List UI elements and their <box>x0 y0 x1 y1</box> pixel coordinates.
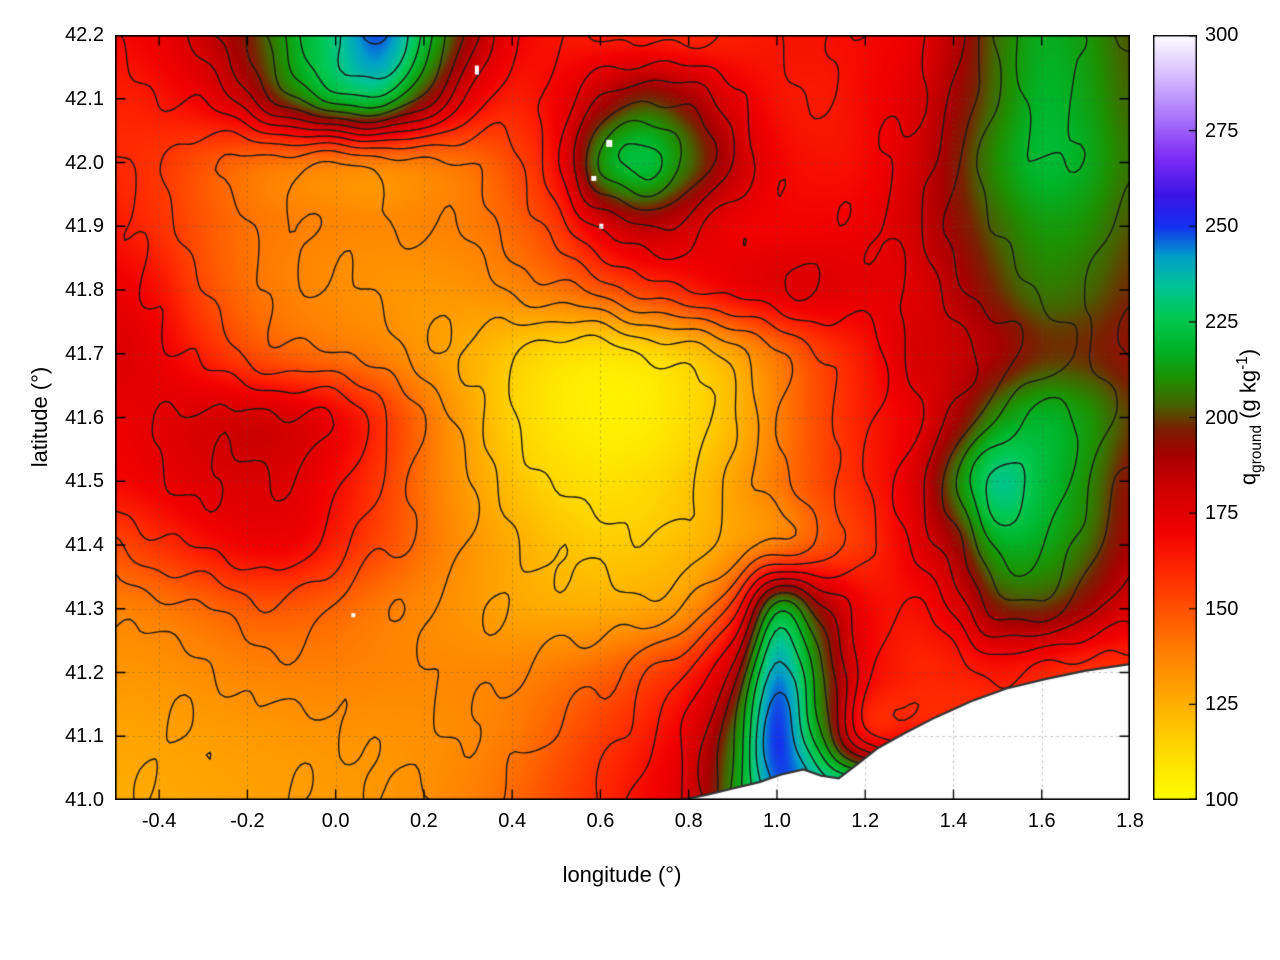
y-tick-label: 41.8 <box>65 279 104 301</box>
x-tick-label: 0.2 <box>410 810 438 832</box>
colorbar-tick-label: 250 <box>1205 215 1239 238</box>
x-tick-label: 1.6 <box>1027 810 1056 832</box>
y-tick-label: 42.0 <box>65 151 104 174</box>
y-tick-label: 41.2 <box>65 661 104 684</box>
y-tick-label: 41.0 <box>65 789 104 811</box>
x-tick-label: -0.4 <box>141 810 177 832</box>
x-tick-label: 1.4 <box>939 810 968 832</box>
x-axis-label: longitude (°) <box>562 862 682 887</box>
colorbar-tick-label: 125 <box>1205 693 1239 716</box>
colorbar-tick-label: 100 <box>1205 789 1239 811</box>
colorbar-tick-label: 225 <box>1205 310 1239 333</box>
y-tick-label: 41.9 <box>65 215 104 238</box>
x-tick-label: 1.0 <box>763 810 791 832</box>
y-tick-label: 41.1 <box>65 725 104 748</box>
colorbar-tick-label: 300 <box>1205 24 1239 46</box>
heatmap-canvas <box>115 35 1130 800</box>
colorbar-tick-label: 175 <box>1205 502 1239 525</box>
y-tick-label: 42.2 <box>65 24 104 46</box>
x-tick-label: 0.8 <box>674 810 703 832</box>
x-tick-label: 0.4 <box>498 810 527 832</box>
y-tick-label: 41.7 <box>65 342 104 365</box>
x-tick-label: -0.2 <box>230 810 265 832</box>
x-tick-label: 1.2 <box>851 810 880 832</box>
y-tick-label: 42.1 <box>65 87 104 110</box>
colorbar-label-base: q <box>1235 472 1261 486</box>
colorbar-tick-label: 150 <box>1205 597 1239 620</box>
colorbar-gradient <box>1153 35 1197 800</box>
colorbar-label-unit-close: ) <box>1235 348 1261 357</box>
x-tick-label: 1.8 <box>1116 810 1144 832</box>
x-tick-label: 0.0 <box>321 810 350 832</box>
y-tick-label: 41.6 <box>65 406 104 429</box>
colorbar-tick-label: 275 <box>1205 119 1239 142</box>
y-tick-label: 41.4 <box>65 534 104 556</box>
colorbar-tick-label: 200 <box>1205 406 1239 429</box>
y-tick-label: 41.3 <box>65 597 104 620</box>
x-tick-label: 0.6 <box>586 810 615 832</box>
y-tick-label: 41.5 <box>65 470 104 493</box>
colorbar-label-sup: -1 <box>1234 356 1252 370</box>
colorbar-label-sub: ground <box>1247 424 1265 473</box>
